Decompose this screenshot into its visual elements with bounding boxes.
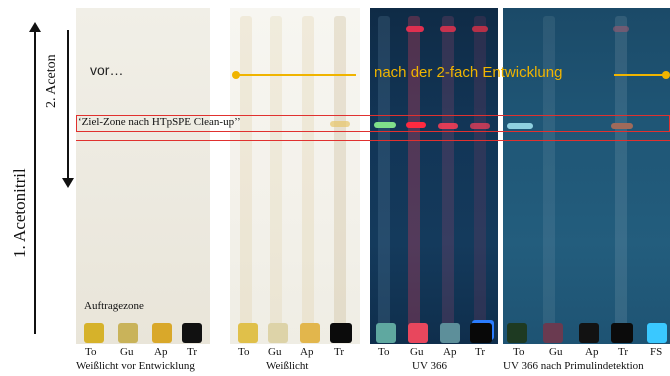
sample-spot-tr	[330, 323, 352, 343]
plate-caption: Weißlicht	[266, 360, 309, 372]
lane-label: To	[85, 346, 97, 358]
zone-band	[611, 123, 633, 129]
lane-track	[615, 16, 627, 326]
sample-spot-gu	[268, 323, 288, 343]
sample-spot-tr	[182, 323, 202, 343]
top-band	[440, 26, 456, 32]
lane-label: FS	[650, 346, 663, 358]
lane-track	[334, 16, 346, 326]
sample-spot-gu	[118, 323, 138, 343]
sample-spot-gu	[543, 323, 563, 343]
zone-band	[470, 123, 490, 129]
top-band	[472, 26, 488, 32]
lane-label: To	[238, 346, 250, 358]
plate-caption: UV 366 nach Primulindetektion	[503, 360, 644, 372]
first-development-label: 1. Acetonitril	[10, 168, 29, 258]
lane-label: Gu	[120, 346, 134, 358]
lane-track	[240, 16, 252, 326]
lane-track	[378, 16, 390, 326]
lane-track	[543, 16, 555, 326]
lane-label: Tr	[475, 346, 485, 358]
sample-spot-ap	[440, 323, 460, 343]
lane-label: Ap	[443, 346, 457, 358]
lane-track	[474, 16, 486, 326]
target-zone-label: ‘Ziel-Zone nach HTpSPE Clean-up’’	[78, 116, 241, 128]
application-zone-label: Auftragezone	[84, 300, 144, 312]
lane-track	[270, 16, 282, 326]
zone-band	[438, 123, 458, 129]
lane-label: Gu	[268, 346, 282, 358]
sample-spot-to	[507, 323, 527, 343]
marker-dot	[662, 71, 670, 79]
lane-label: Tr	[618, 346, 628, 358]
zone-band	[406, 122, 426, 128]
top-band	[406, 26, 424, 32]
lane-track	[302, 16, 314, 326]
lane-label: Gu	[410, 346, 424, 358]
marker-dot	[232, 71, 240, 79]
lane-label: Gu	[549, 346, 563, 358]
second-development-label: 2. Aceton	[44, 54, 59, 108]
zone-band	[507, 123, 533, 129]
sample-spot-ap	[300, 323, 320, 343]
lane-label: Ap	[585, 346, 599, 358]
lane-label: Tr	[187, 346, 197, 358]
lane-label: Ap	[300, 346, 314, 358]
arrow-down-icon	[62, 178, 74, 188]
second-development-arrow	[67, 30, 69, 180]
top-band	[613, 26, 629, 32]
sample-spot-fs	[647, 323, 667, 343]
after-label: nach der 2-fach Entwicklung	[374, 64, 563, 81]
marker-line	[614, 74, 664, 76]
plate-caption: UV 366	[412, 360, 447, 372]
lane-label: Tr	[334, 346, 344, 358]
first-development-arrow	[34, 30, 36, 334]
marker-line	[238, 74, 356, 76]
sample-spot-tr	[470, 323, 492, 343]
lane-label: To	[513, 346, 525, 358]
plate-white-light	[230, 8, 360, 344]
sample-spot-gu	[408, 323, 428, 343]
zone-band	[374, 122, 396, 128]
arrow-up-icon	[29, 22, 41, 32]
lane-label: To	[378, 346, 390, 358]
target-zone-lower-line	[76, 140, 670, 141]
sample-spot-to	[376, 323, 396, 343]
plate-uv-366	[370, 8, 498, 344]
before-label: vor…	[90, 62, 124, 78]
lane-label: Ap	[154, 346, 168, 358]
zone-band	[330, 121, 350, 127]
plate-caption: Weißlicht vor Entwicklung	[76, 360, 195, 372]
lane-track	[408, 16, 420, 326]
sample-spot-tr	[611, 323, 633, 343]
plate-white-light-before-development	[76, 8, 210, 344]
sample-spot-to	[84, 323, 104, 343]
sample-spot-ap	[152, 323, 172, 343]
sample-spot-ap	[579, 323, 599, 343]
sample-spot-to	[238, 323, 258, 343]
plate-uv-366-primuline	[503, 8, 670, 344]
lane-track	[442, 16, 454, 326]
